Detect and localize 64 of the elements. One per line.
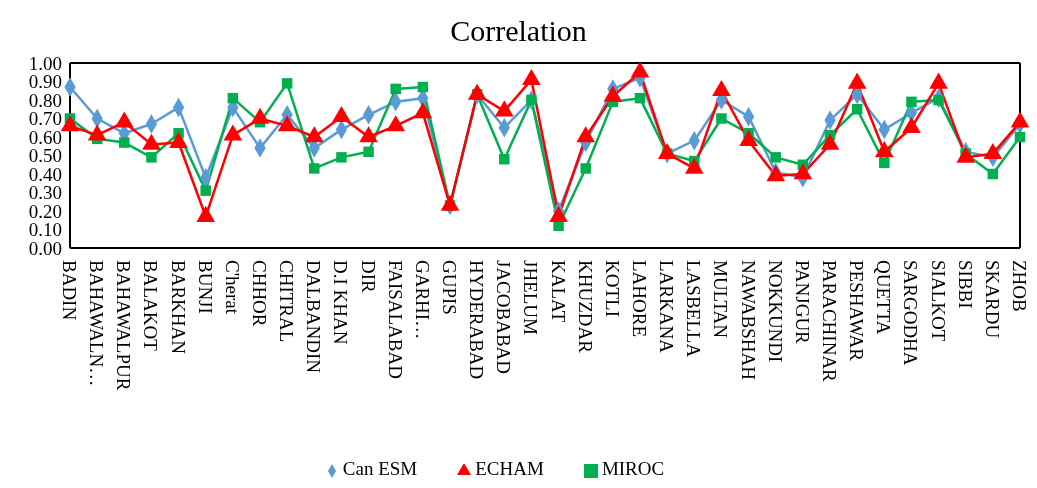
point: [933, 94, 944, 106]
x-tick-label: GUPIS: [439, 260, 460, 315]
x-tick-label: BADIN: [59, 260, 80, 321]
x-tick-label: LAHORE: [629, 260, 650, 338]
point: [716, 113, 727, 124]
x-tick-label: C'herat: [221, 260, 243, 315]
x-tick-label: GARHI…: [411, 260, 433, 340]
point: [1014, 131, 1026, 143]
x-tick-label: HYDERABAD: [466, 260, 488, 380]
x-tick-label: BUNJI: [194, 260, 216, 314]
x-tick-label: DALBANDIN: [303, 260, 325, 374]
x-tick-label: NAWABSHAH: [737, 260, 759, 381]
point: [879, 157, 890, 169]
x-tick-label: D.I KHAN: [330, 260, 352, 345]
point: [146, 152, 157, 163]
x-tick-label: SIBBI: [954, 260, 976, 309]
point: [580, 163, 591, 174]
x-tick-label: CHITRAL: [276, 260, 298, 343]
x-tick-label: JHELUM: [520, 260, 542, 336]
point: [119, 137, 130, 148]
x-tick-label: BAHAWALN…: [86, 260, 108, 387]
point: [634, 92, 646, 104]
point: [906, 96, 917, 108]
x-tick-label: CHHOR: [249, 260, 270, 327]
chart-title: Correlation: [449, 13, 588, 49]
x-tick-label: PESHAWAR: [846, 260, 868, 362]
point: [499, 153, 510, 165]
point: [630, 63, 650, 78]
x-tick-label: LARKANA: [656, 260, 678, 354]
x-tick-label: MULTAN: [710, 260, 732, 339]
point: [200, 185, 211, 196]
y-tick-label: 1.00: [28, 52, 62, 74]
point: [336, 152, 347, 163]
point: [390, 83, 401, 95]
point: [987, 168, 999, 180]
legend-label: ECHAM: [475, 458, 544, 479]
x-tick-label: PANJGUR: [791, 260, 813, 345]
x-tick-label: QUETTA: [873, 260, 895, 335]
x-tick-label: KOTLI: [601, 260, 623, 317]
point: [281, 78, 293, 89]
point: [417, 81, 429, 93]
x-tick-label: SKARDU: [981, 260, 1003, 339]
x-tick-label: BALAKOT: [140, 260, 162, 352]
x-tick-label: KHUZDAR: [574, 260, 596, 354]
x-tick-label: PARACHINAR: [819, 260, 840, 383]
x-tick-label: DIR: [357, 260, 379, 294]
legend-label: Can ESM: [342, 458, 418, 479]
x-tick-label: ZHOB: [1009, 260, 1030, 312]
x-tick-label: BAHAWALPUR: [113, 260, 135, 391]
x-tick-label: KALAT: [547, 260, 569, 323]
point: [770, 152, 781, 163]
point: [227, 92, 239, 104]
point: [526, 94, 537, 106]
x-tick-label: FAISALABAD: [384, 260, 406, 379]
x-tick-label: BARKHAN: [167, 260, 189, 355]
legend-label: MIROC: [601, 458, 665, 479]
x-tick-label: LASBELLA: [683, 260, 705, 358]
x-tick-label: NOKKUNDI: [764, 260, 786, 363]
x-tick-label: SARGODHA: [900, 260, 922, 366]
point: [363, 146, 374, 158]
x-tick-label: SIALKOT: [927, 260, 949, 342]
point: [851, 104, 863, 115]
x-tick-label: JACOBABAD: [493, 260, 515, 375]
point: [309, 163, 320, 174]
